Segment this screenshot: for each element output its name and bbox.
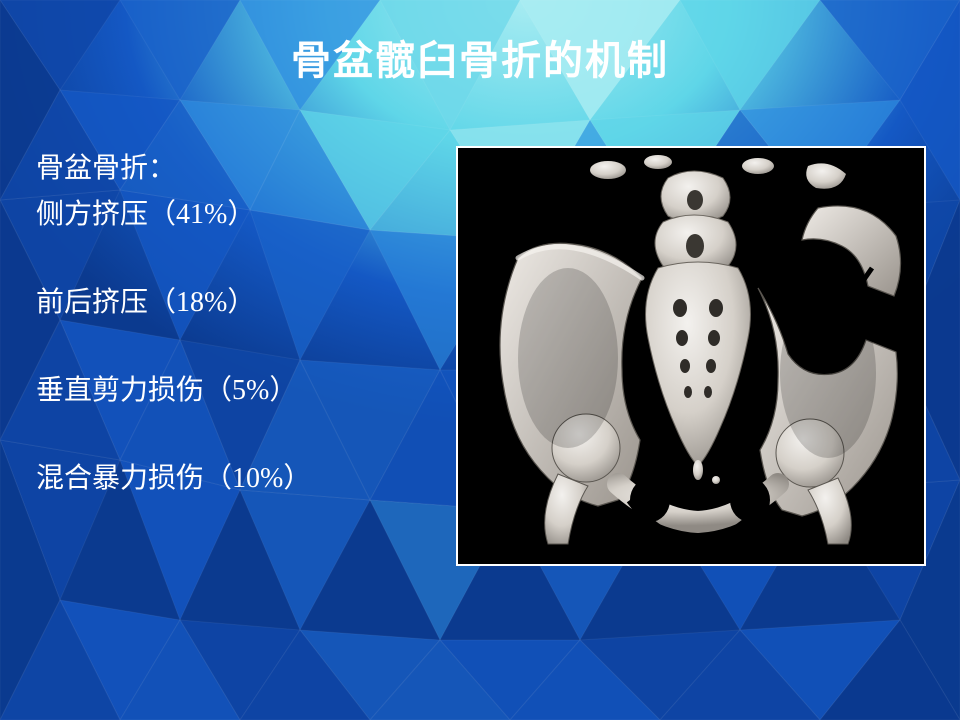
slide-title: 骨盆髋臼骨折的机制 xyxy=(0,0,960,86)
pelvis-ct-image xyxy=(456,146,926,566)
fracture-heading: 骨盆骨折： xyxy=(36,146,456,186)
mechanism-item-3: 垂直剪力损伤（5%） xyxy=(36,368,456,408)
mechanism-item-1: 侧方挤压（41%） xyxy=(36,192,456,232)
mechanism-item-4: 混合暴力损伤（10%） xyxy=(36,456,456,496)
mechanism-item-2: 前后挤压（18%） xyxy=(36,280,456,320)
